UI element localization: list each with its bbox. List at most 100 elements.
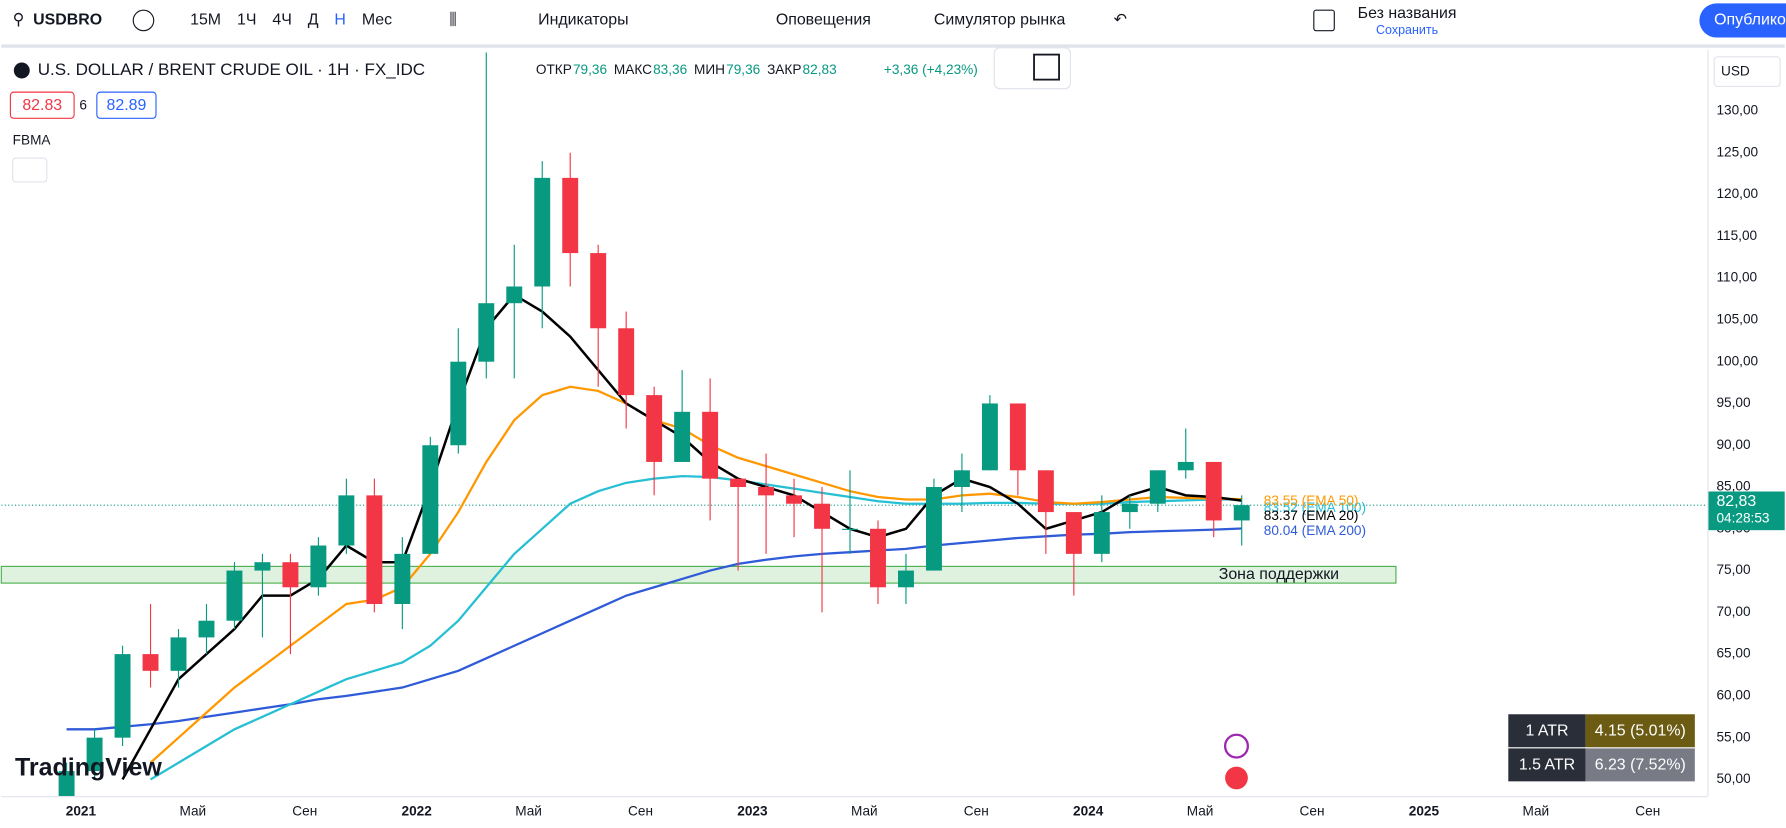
currency-box[interactable] [1713,56,1781,88]
x-tick-label: Сен [1300,804,1325,819]
atr-cell [1585,714,1695,748]
y-tick-label: 90,00 [1716,437,1751,452]
ohlc-label: МАКС [614,62,652,77]
interval-button[interactable]: Н [334,12,346,29]
candle-body [1093,512,1110,554]
currency[interactable]: USD [1721,63,1750,78]
ohlc-value: 79,36 [573,62,607,77]
ask-box[interactable] [96,91,157,119]
y-tick-label: 110,00 [1716,270,1757,285]
indicators-button[interactable]: Индикаторы [538,12,628,29]
candle-body [590,253,607,329]
rectangle-tool[interactable] [1033,53,1060,81]
y-tick-label: 105,00 [1716,312,1758,327]
x-tick-label: Сен [292,804,317,819]
replay-button[interactable]: Симулятор рынка [934,12,1066,29]
layout-name[interactable]: Без названия [1358,5,1457,22]
candle-body [198,620,215,638]
candle-body [226,570,243,621]
undo-button[interactable]: ↶ [1114,12,1127,29]
alerts-button[interactable]: Оповещения [776,12,871,29]
atr-label: 1 ATR [1525,723,1568,740]
y-tick-label: 115,00 [1716,228,1757,243]
x-tick-label: Май [179,804,206,819]
publish-button[interactable] [1699,3,1786,38]
candle-body [618,328,635,396]
candle-body [142,654,159,671]
y-tick-label: 65,00 [1716,646,1751,661]
candle-body [953,470,970,488]
atr-value: 6.23 (7.52%) [1595,757,1686,774]
y-tick-label: 95,00 [1716,395,1751,410]
y-tick-label: 70,00 [1716,604,1751,619]
candle-body [86,737,103,772]
save-link[interactable]: Сохранить [1376,23,1438,37]
interval-button[interactable]: Д [308,12,319,29]
candle-body [1233,505,1250,521]
x-tick-label: 2021 [66,804,97,819]
compare-button[interactable] [132,9,155,32]
ask[interactable]: 82.89 [107,97,147,114]
layout-icon[interactable] [1313,9,1335,32]
candle-body [450,361,467,446]
x-tick-label: 2023 [737,804,768,819]
candle-body [925,487,942,571]
economic-event-icon[interactable] [1225,766,1248,790]
candle-body [506,286,523,304]
candle-body [422,445,439,554]
y-tick-label: 75,00 [1716,562,1751,577]
ohlc-value: 79,36 [726,62,760,77]
candle-body [1177,461,1194,471]
candle-body [646,395,663,462]
price-label-box [1708,491,1785,531]
ohlc-value: 83,36 [653,62,687,77]
interval-button[interactable]: 1Ч [237,12,256,29]
candle-body [562,177,579,254]
x-tick-label: 2025 [1409,804,1440,819]
publish-label[interactable]: Опубликовать [1714,12,1786,29]
interval-button[interactable]: Мес [362,12,392,29]
ema-line [149,385,1242,764]
bid-box[interactable] [9,91,75,119]
ema-label: 83.55 (EMA 50) [1264,493,1359,508]
x-tick-label: Май [851,804,878,819]
interval-button[interactable]: 4Ч [272,12,291,29]
candle-body [842,528,858,530]
ema-label: 83.52 (EMA 100) [1264,500,1366,515]
candle-body [702,411,719,479]
atr-cell [1585,748,1695,782]
price-label: 82,83 [1716,493,1756,510]
support-zone-label: Зона поддержки [1219,566,1339,583]
drawing-toolbar[interactable] [993,47,1071,90]
atr-cell [1508,714,1586,748]
candle-body [786,495,803,504]
candle-body [1121,503,1138,513]
spread: 6 [79,97,87,112]
ohlc-label: ОТКР [536,62,572,77]
candle-body [814,503,830,529]
y-tick-label: 50,00 [1716,771,1751,786]
symbol[interactable]: USDBRO [33,12,102,29]
ema-label: 80.04 (EMA 200) [1264,523,1366,538]
candle-body [1205,461,1222,521]
candle-body [366,495,383,604]
ema-line [66,527,1242,731]
y-tick-label: 130,00 [1716,103,1758,118]
candle-body [534,177,551,287]
candle-body [114,654,131,738]
candle-body [898,570,914,588]
chart-type-icon[interactable]: ⫼ [449,12,456,29]
y-tick-label: 55,00 [1716,729,1751,744]
ohlc-value: 82,83 [803,62,837,77]
candle-body [58,771,75,797]
candle-body [758,487,775,496]
event-icon[interactable] [1223,733,1249,759]
search-icon[interactable]: ⚲ [13,12,25,29]
collapse-button[interactable] [12,157,48,183]
bid[interactable]: 82.83 [22,97,62,114]
candle-body [674,411,691,462]
atr-label: 1.5 ATR [1519,757,1575,774]
interval-button[interactable]: 15М [190,12,221,29]
x-tick-label: 2022 [402,804,433,819]
x-tick-label: Май [515,804,542,819]
